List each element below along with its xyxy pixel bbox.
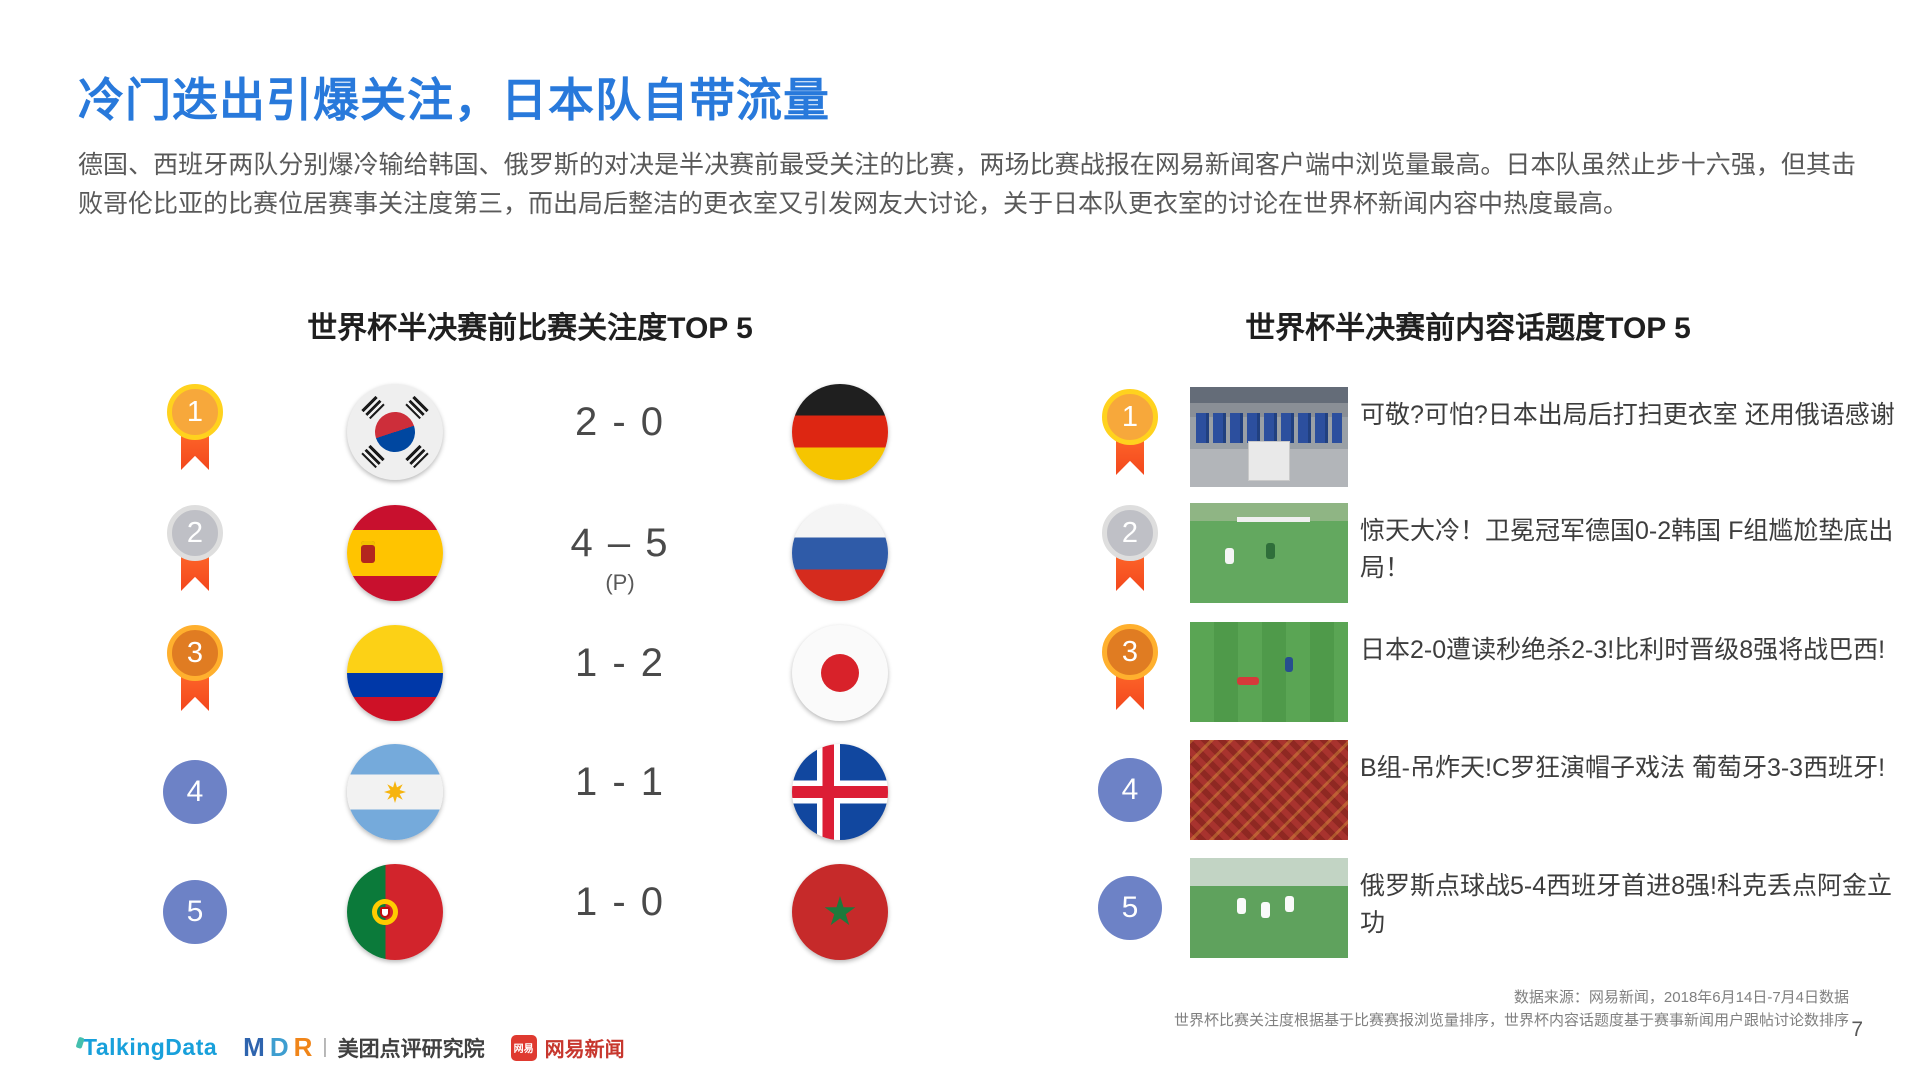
japan-belgium-match-photo [1190, 622, 1348, 722]
news-headline: 惊天大冷！卫冕冠军德国0-2韩国 F组尴尬垫底出局！ [1360, 517, 1894, 582]
trigram-icon [361, 444, 385, 469]
score-value: 2 - 0 [574, 400, 666, 444]
right-section-title: 世界杯半决赛前内容话题度TOP 5 [1245, 312, 1691, 345]
meituan-research-label: 美团点评研究院 [337, 1037, 485, 1061]
rank-badge: 4 [163, 760, 227, 824]
russia-spain-celebration-photo [1190, 858, 1348, 958]
flag-spain-icon [347, 505, 443, 601]
rank-badge: 4 [1098, 758, 1162, 822]
rank-number: 1 [1102, 389, 1158, 445]
news-item: 4 B组-吊炸天!C罗狂演帽子戏法 葡萄牙3-3西班牙! [1098, 730, 1908, 850]
match-row: 4 1 - 1 [150, 732, 960, 852]
score-value: 1 - 1 [574, 760, 666, 804]
flag-japan-icon [792, 625, 888, 721]
news-item: 1 可敬?可怕?日本出局后打扫更衣室 还用俄语感谢 [1098, 377, 1908, 497]
silver-medal-icon: 2 [167, 505, 223, 597]
player-icon [1237, 677, 1260, 685]
source-line-2: 世界杯比赛关注度根据基于比赛赛报浏览量排序，世界杯内容话题度基于赛事新闻用户跟帖… [1173, 1012, 1849, 1029]
talkingdata-label: TalkingData [83, 1034, 218, 1060]
score-value: 1 - 2 [574, 641, 666, 685]
flag-south-korea-icon [347, 384, 443, 480]
player-icon [1265, 543, 1275, 559]
portugal-fans-photo [1190, 740, 1348, 840]
netease-news-label: 网易新闻 [544, 1039, 625, 1061]
sun-of-may-icon [384, 781, 406, 803]
match-row: 3 1 - 2 [150, 613, 960, 733]
news-headline: 可敬?可怕?日本出局后打扫更衣室 还用俄语感谢 [1360, 401, 1895, 429]
morocco-star-icon [824, 896, 856, 926]
news-item: 5 俄罗斯点球战5-4西班牙首进8强!科克丢点阿金立功 [1098, 848, 1908, 968]
rank-number: 3 [167, 625, 223, 681]
score-value: 4 – 5 [570, 521, 670, 565]
netease-badge-icon: 网易 [510, 1034, 537, 1061]
mdr-letter-d: D [269, 1032, 289, 1062]
logo-separator: | [322, 1036, 328, 1058]
rank-number: 2 [1102, 505, 1158, 561]
portugal-shield-icon [380, 907, 390, 918]
player-icon [1261, 902, 1271, 918]
armillary-sphere-icon [372, 899, 398, 925]
page-number: 7 [1851, 1018, 1863, 1041]
player-icon [1284, 657, 1293, 672]
left-section-title: 世界杯半决赛前比赛关注度TOP 5 [307, 312, 753, 345]
bronze-medal-icon: 3 [1102, 624, 1158, 716]
data-source-note: 数据来源：网易新闻，2018年6月14日-7月4日数据 世界杯比赛关注度根据基于… [1174, 986, 1849, 1032]
trigram-icon [405, 444, 429, 469]
japan-sun-icon [821, 654, 859, 692]
match-score: 1 - 1 [485, 760, 755, 805]
news-headline: B组-吊炸天!C罗狂演帽子戏法 葡萄牙3-3西班牙! [1360, 754, 1886, 782]
gold-medal-icon: 1 [1102, 389, 1158, 481]
mdr-letter-m: M [243, 1032, 265, 1062]
match-row: 2 4 – 5 (P) [150, 493, 960, 613]
silver-medal-icon: 2 [1102, 505, 1158, 597]
news-headline: 俄罗斯点球战5-4西班牙首进8强!科克丢点阿金立功 [1360, 872, 1892, 937]
match-row: 1 2 - 0 [150, 372, 960, 492]
spain-crest-icon [361, 541, 375, 563]
rank-number: 1 [167, 384, 223, 440]
flag-portugal-icon [347, 864, 443, 960]
player-icon [1284, 896, 1294, 912]
rank-badge: 5 [1098, 876, 1162, 940]
source-line-1: 数据来源：网易新闻，2018年6月14日-7月4日数据 [1513, 989, 1849, 1006]
japan-locker-room-photo [1190, 387, 1348, 487]
rank-badge: 5 [163, 880, 227, 944]
news-headline: 日本2-0遭读秒绝杀2-3!比利时晋级8强将战巴西! [1360, 636, 1886, 664]
page-title: 冷门迭出引爆关注，日本队自带流量 [78, 74, 830, 126]
player-icon [1237, 898, 1247, 914]
germany-korea-match-photo [1190, 503, 1348, 603]
flag-iceland-icon [792, 744, 888, 840]
trigram-icon [405, 395, 429, 420]
netease-news-logo: 网易 网易新闻 [510, 1033, 625, 1062]
player-icon [1224, 548, 1234, 564]
news-item: 3 日本2-0遭读秒绝杀2-3!比利时晋级8强将战巴西! [1098, 612, 1908, 732]
goal-icon [1237, 517, 1311, 522]
news-item: 2 惊天大冷！卫冕冠军德国0-2韩国 F组尴尬垫底出局！ [1098, 493, 1908, 613]
mdr-letter-r: R [293, 1032, 313, 1062]
match-row: 5 1 - 0 [150, 852, 960, 972]
intro-paragraph: 德国、西班牙两队分别爆冷输给韩国、俄罗斯的对决是半决赛前最受关注的比赛，两场比赛… [78, 151, 1856, 218]
gold-medal-icon: 1 [167, 384, 223, 476]
locker-seats-icon [1196, 413, 1342, 443]
score-value: 1 - 0 [574, 880, 666, 924]
flag-russia-icon [792, 505, 888, 601]
penalty-note: (P) [605, 570, 635, 595]
flag-colombia-icon [347, 625, 443, 721]
locker-table-icon [1248, 441, 1290, 481]
taegeuk-icon [369, 406, 421, 458]
match-score: 4 – 5 (P) [485, 521, 755, 596]
flag-morocco-icon [792, 864, 888, 960]
flag-argentina-icon [347, 744, 443, 840]
match-score: 2 - 0 [485, 400, 755, 445]
talkingdata-logo: TalkingData [75, 1034, 217, 1061]
match-score: 1 - 0 [485, 880, 755, 925]
rank-number: 2 [167, 505, 223, 561]
bronze-medal-icon: 3 [167, 625, 223, 717]
rank-number: 3 [1102, 624, 1158, 680]
match-score: 1 - 2 [485, 641, 755, 686]
flag-germany-icon [792, 384, 888, 480]
